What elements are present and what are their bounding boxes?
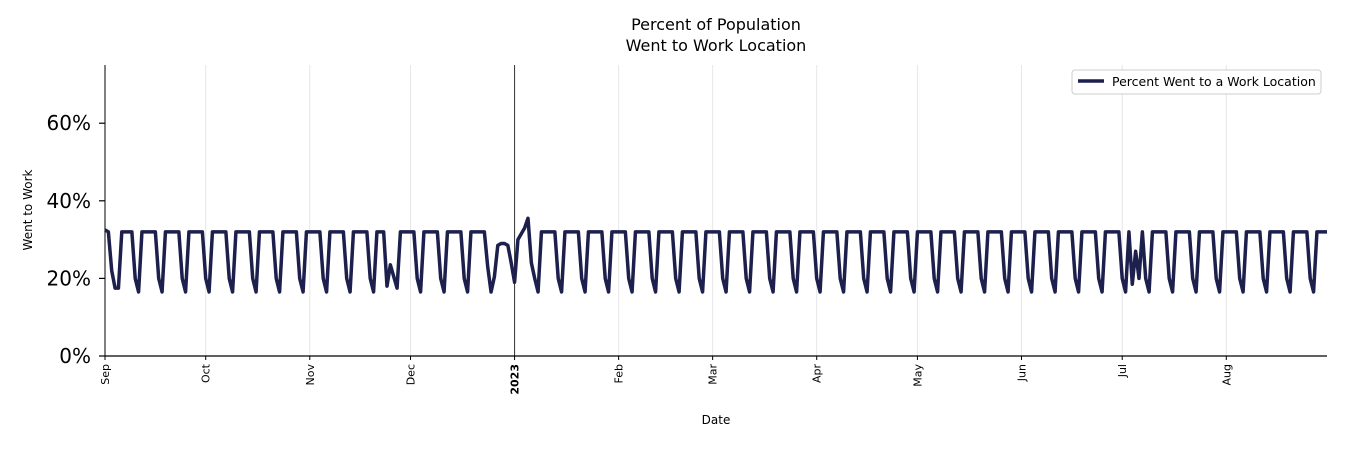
x-tick-label-Nov: Nov bbox=[304, 364, 317, 386]
x-tick-label-Apr: Apr bbox=[811, 364, 824, 384]
legend-label: Percent Went to a Work Location bbox=[1112, 74, 1316, 89]
y-tick-label-1: 20% bbox=[47, 266, 91, 290]
x-tick-label-May: May bbox=[911, 364, 924, 387]
x-tick-label-Jun: Jun bbox=[1016, 364, 1029, 382]
series-layer bbox=[104, 216, 1327, 294]
x-tick-label-Aug: Aug bbox=[1220, 364, 1233, 385]
y-tick-label-3: 60% bbox=[47, 111, 91, 135]
legend: Percent Went to a Work Location bbox=[1071, 69, 1322, 95]
x-axis-label: Date bbox=[702, 413, 731, 427]
series-line-work-location bbox=[104, 216, 1327, 294]
x-tick-label-Sep: Sep bbox=[99, 364, 112, 385]
chart-title-line-1: Percent of Population bbox=[631, 15, 801, 34]
x-tick-label-Oct: Oct bbox=[200, 363, 213, 383]
x-tick-label-Dec: Dec bbox=[405, 364, 418, 385]
legend-box bbox=[1071, 69, 1322, 95]
x-tick-label-Mar: Mar bbox=[707, 364, 720, 385]
y-tick-label-0: 0% bbox=[59, 344, 91, 368]
gridlines bbox=[104, 65, 1227, 356]
x-tick-label-2023: 2023 bbox=[509, 364, 522, 395]
axes: Sep Oct Nov Dec 2023 Feb Mar Apr May Jun Jul Aug 0% 2… bbox=[47, 65, 1327, 395]
x-tick-label-Feb: Feb bbox=[613, 364, 626, 383]
y-axis-label: Went to Work bbox=[21, 169, 35, 250]
chart-title-line-2: Went to Work Location bbox=[626, 36, 807, 55]
y-tick-label-2: 40% bbox=[47, 189, 91, 213]
x-tick-label-Jul: Jul bbox=[1116, 364, 1129, 378]
